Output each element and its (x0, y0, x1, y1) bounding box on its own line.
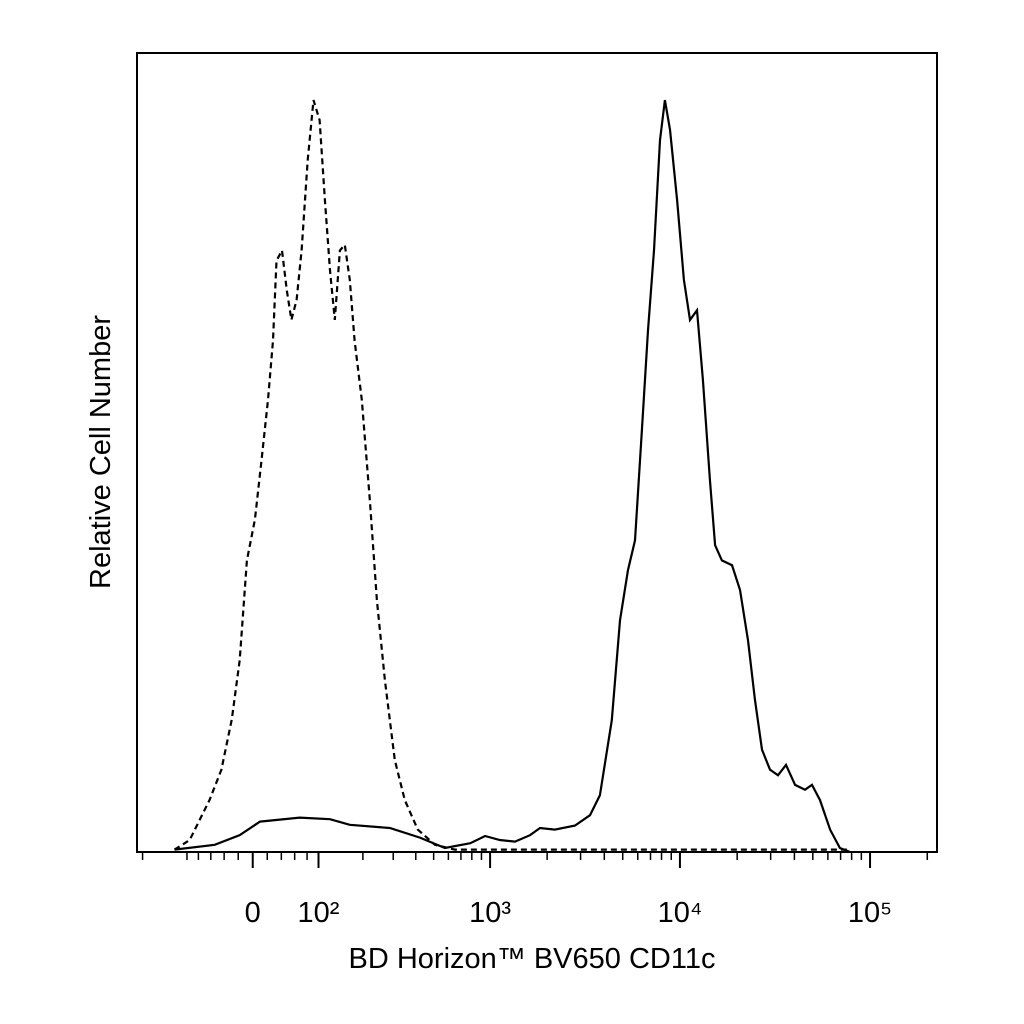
x-tick-label: 10³ (469, 897, 511, 929)
histogram-line (174, 99, 851, 854)
plot-frame (136, 52, 938, 853)
x-tick-label: 0 (245, 897, 261, 929)
x-axis-label: BD Horizon™ BV650 CD11c (349, 943, 716, 975)
histogram-line (173, 99, 851, 851)
x-tick-label: 10⁵ (848, 897, 892, 929)
x-tick-label: 10² (298, 897, 340, 929)
y-axis-label: Relative Cell Number (85, 315, 117, 589)
x-tick-label: 10⁴ (658, 897, 703, 929)
